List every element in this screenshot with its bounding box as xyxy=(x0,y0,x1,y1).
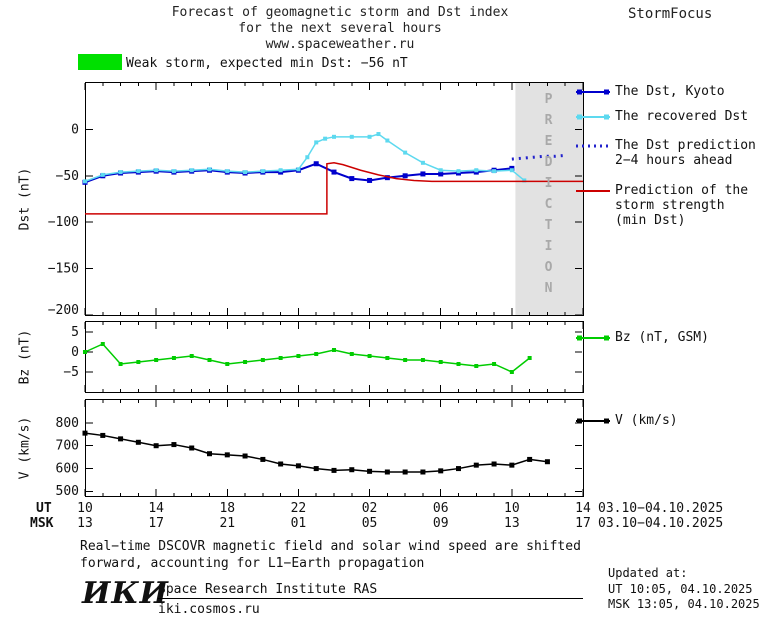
legend-dst-prediction-label: The Dst prediction 2−4 hours ahead xyxy=(615,138,756,168)
updated-label: Updated at: xyxy=(608,566,688,580)
legend-dst-kyoto-label: The Dst, Kyoto xyxy=(615,84,725,99)
svg-text:−100: −100 xyxy=(48,215,79,230)
msk-tick-label: 21 xyxy=(219,516,236,531)
dst-axis-label: Dst (nT) xyxy=(17,167,33,231)
svg-text:800: 800 xyxy=(56,416,79,431)
ut-axis-row-label: UT xyxy=(36,501,52,516)
date-range-msk: 03.10−04.10.2025 xyxy=(598,516,724,531)
msk-tick-label: 05 xyxy=(361,516,378,531)
legend-bz: Bz (nT, GSM) xyxy=(576,330,709,345)
legend-bz-marker-icon xyxy=(576,335,610,341)
institute-name: Space Research Institute RAS xyxy=(158,582,378,597)
msk-tick-row: 13 17 21 01 05 09 13 17 xyxy=(40,516,620,531)
legend-storm-strength: Prediction of the storm strength (min Ds… xyxy=(576,183,748,228)
svg-text:−5: −5 xyxy=(63,365,79,380)
dst-chart: 0 −50 −100 −150 −200 xyxy=(48,82,584,316)
v-axis-label: V (km/s) xyxy=(17,416,33,480)
legend-storm-strength-label: Prediction of the storm strength (min Ds… xyxy=(615,183,749,228)
svg-text:0: 0 xyxy=(71,345,79,360)
legend-v-label: V (km/s) xyxy=(615,413,678,428)
legend-dst-kyoto: The Dst, Kyoto xyxy=(576,84,725,99)
legend-recovered-dst: The recovered Dst xyxy=(576,109,748,124)
legend-dst-kyoto-marker-icon xyxy=(576,89,610,95)
prediction-band-label: PREDICTION xyxy=(541,92,556,302)
legend-recovered-dst-label: The recovered Dst xyxy=(615,109,749,124)
updated-time-msk: MSK 13:05, 04.10.2025 xyxy=(608,597,760,611)
legend-bz-label: Bz (nT, GSM) xyxy=(615,330,709,345)
ut-tick-label: 14 xyxy=(148,501,164,516)
svg-text:0: 0 xyxy=(71,122,79,137)
legend-v-marker-icon xyxy=(576,418,610,424)
ut-tick-label: 10 xyxy=(77,501,93,516)
legend-dst-prediction: The Dst prediction 2−4 hours ahead xyxy=(576,138,756,168)
legend-v: V (km/s) xyxy=(576,413,678,428)
page-title: Forecast of geomagnetic storm and Dst in… xyxy=(171,5,509,52)
institute-site: iki.cosmos.ru xyxy=(158,602,260,617)
bz-axis-label: Bz (nT) xyxy=(17,329,33,385)
msk-tick-label: 13 xyxy=(77,516,93,531)
footnote: Real−time DSCOVR magnetic field and sola… xyxy=(80,539,581,571)
legend-recovered-dst-marker-icon xyxy=(576,114,610,120)
svg-text:−150: −150 xyxy=(48,262,79,277)
svg-text:700: 700 xyxy=(56,439,79,454)
ut-tick-label: 22 xyxy=(290,501,307,516)
ut-tick-label: 14 xyxy=(575,501,591,516)
msk-tick-label: 09 xyxy=(432,516,449,531)
iki-logo: ИКИ xyxy=(82,576,169,611)
ut-tick-label: 18 xyxy=(219,501,236,516)
svg-text:−200: −200 xyxy=(48,303,79,316)
storm-summary: Weak storm, expected min Dst: −56 nT xyxy=(126,56,408,71)
msk-tick-label: 17 xyxy=(575,516,591,531)
bz-chart: 5 0 −5 xyxy=(63,321,584,393)
date-range-ut: 03.10−04.10.2025 xyxy=(598,501,724,516)
msk-tick-label: 17 xyxy=(148,516,164,531)
legend-storm-strength-marker-icon xyxy=(576,190,610,192)
svg-text:5: 5 xyxy=(71,325,79,340)
updated-time-ut: UT 10:05, 04.10.2025 xyxy=(608,582,753,596)
legend-dst-prediction-marker-icon xyxy=(576,144,610,148)
msk-tick-label: 13 xyxy=(504,516,520,531)
msk-axis-row-label: MSK xyxy=(30,516,54,531)
ut-tick-label: 10 xyxy=(504,501,520,516)
ut-tick-row: 10 14 18 22 02 06 10 14 xyxy=(40,501,620,516)
ut-tick-label: 02 xyxy=(361,501,378,516)
svg-text:500: 500 xyxy=(56,484,79,497)
footer-divider xyxy=(158,598,583,599)
svg-text:600: 600 xyxy=(56,462,79,477)
svg-text:−50: −50 xyxy=(56,169,79,184)
ut-tick-label: 06 xyxy=(432,501,449,516)
msk-tick-label: 01 xyxy=(290,516,307,531)
brand-stormfocus: StormFocus xyxy=(628,6,713,22)
storm-level-swatch xyxy=(78,54,122,70)
v-chart: 800 700 600 500 xyxy=(56,399,584,497)
